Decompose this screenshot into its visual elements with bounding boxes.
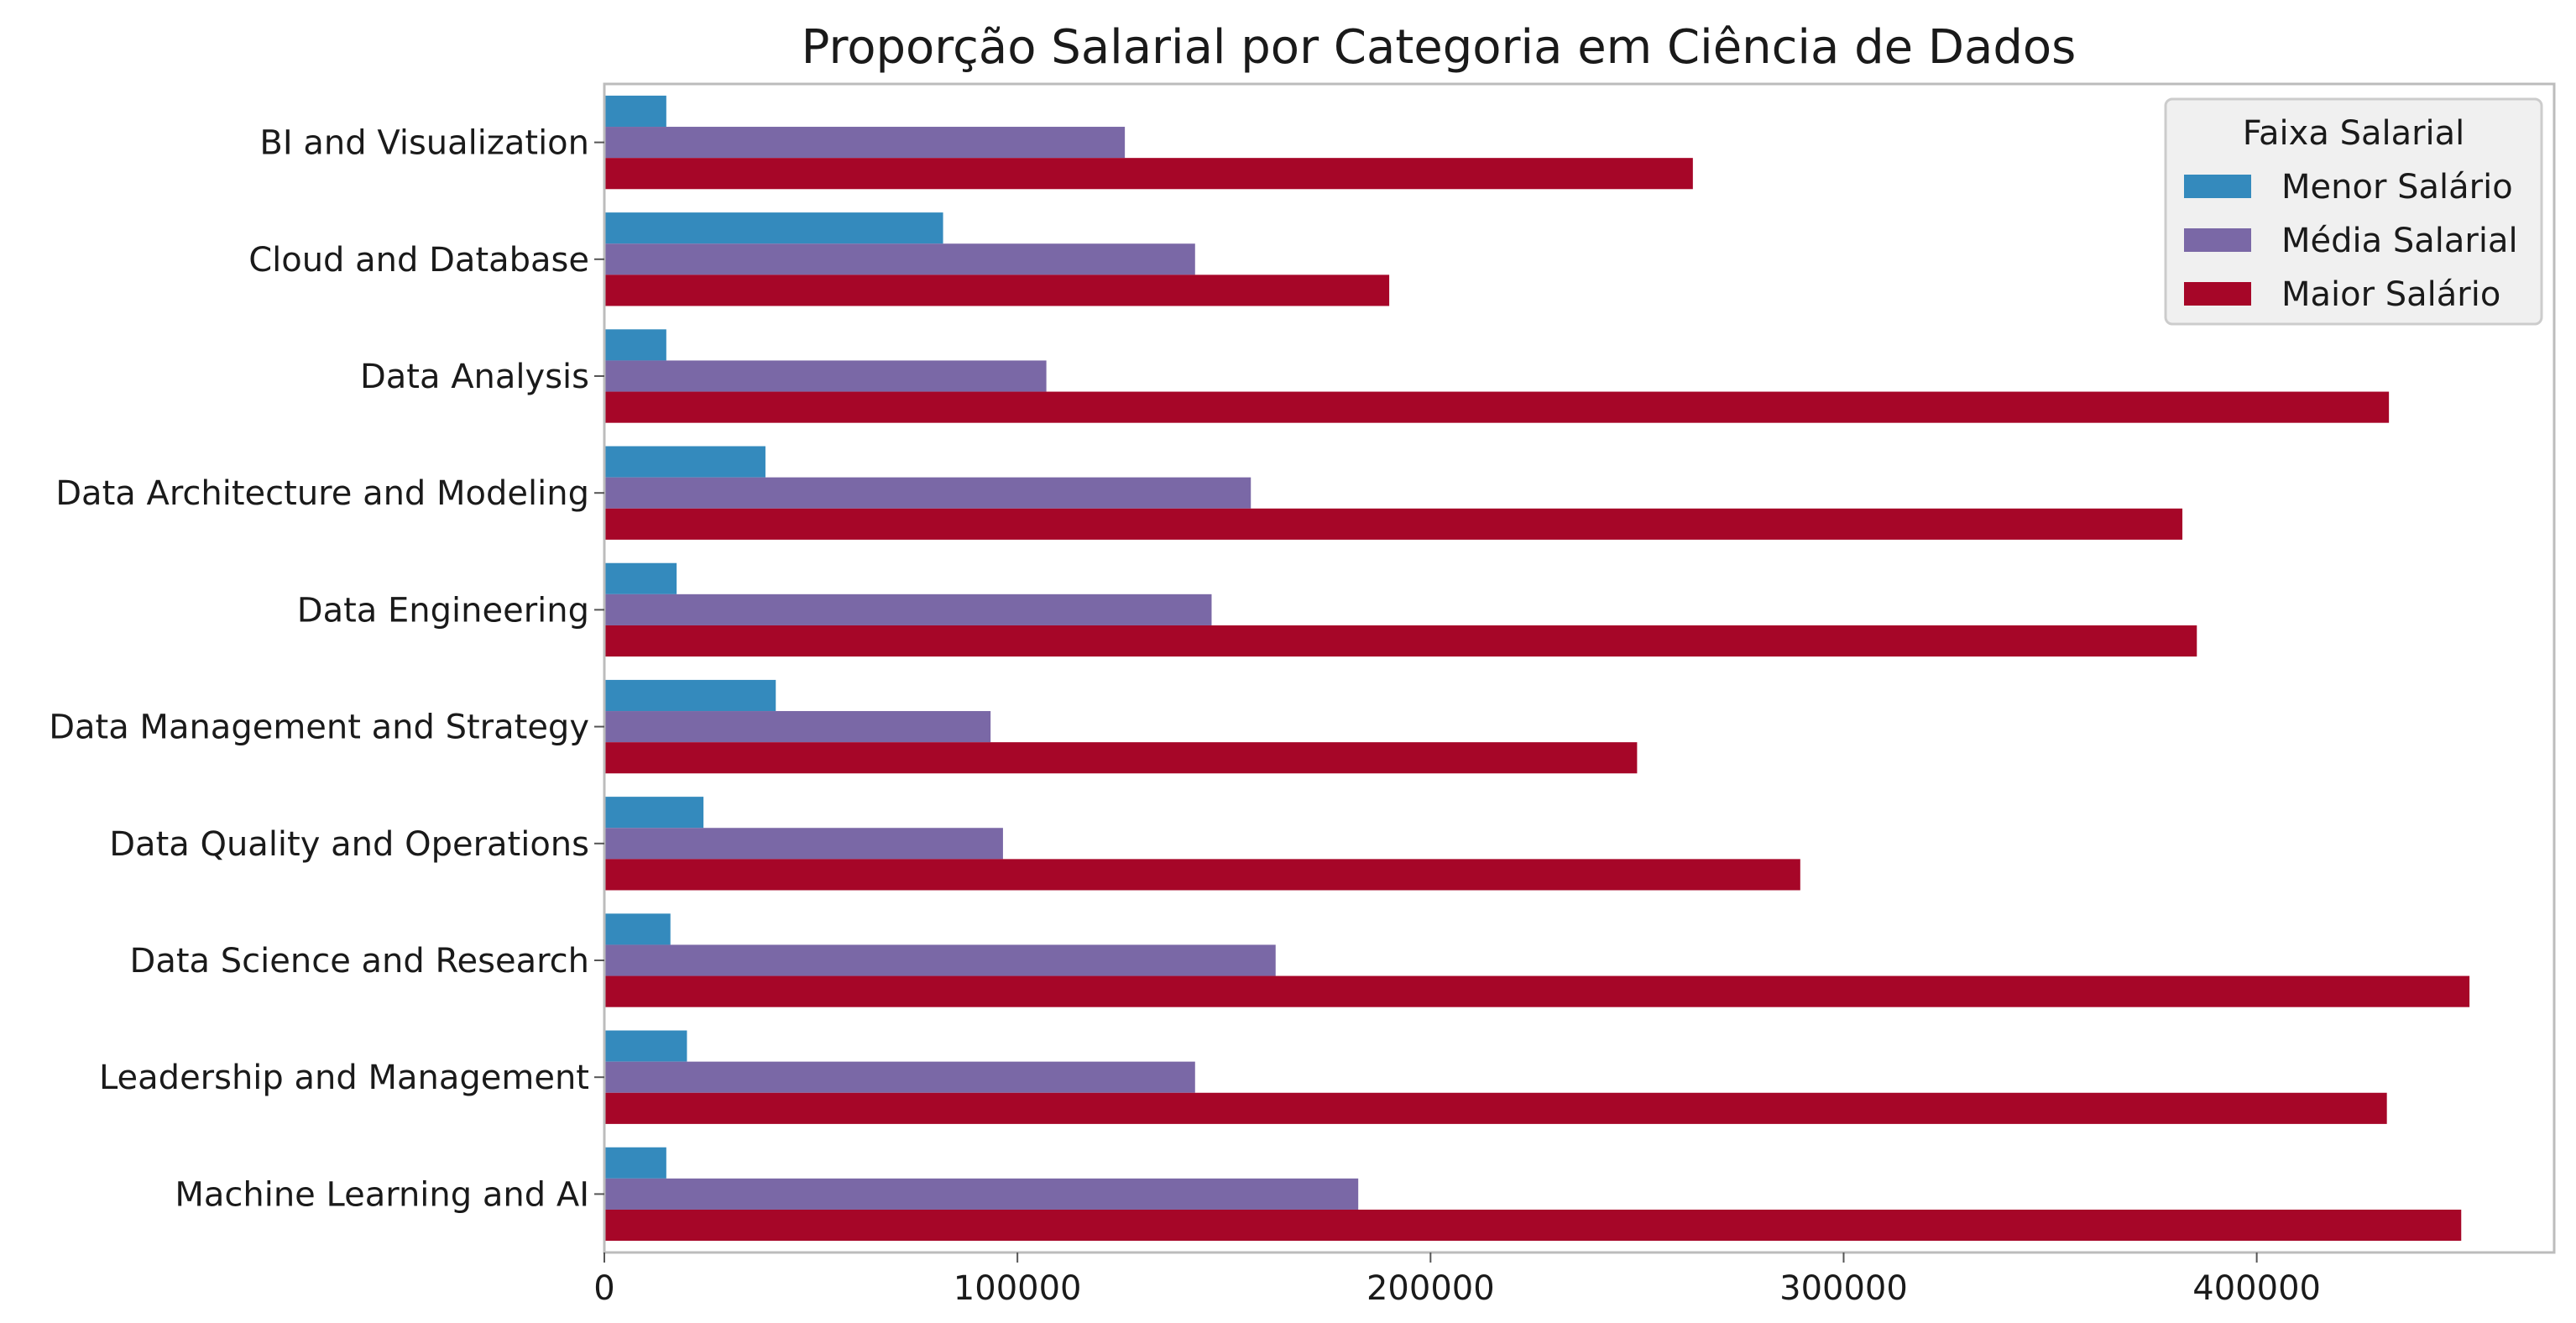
legend: Faixa Salarial Menor Salário Média Salari… [2164,97,2543,326]
x-tick-label: 300000 [1779,1269,1908,1308]
bar [604,1178,1359,1210]
bar [604,797,704,829]
legend-title: Faixa Salarial [2243,114,2465,153]
y-tick-label: Leadership and Management [99,1059,589,1097]
bar [604,562,677,594]
bar [604,679,776,712]
bars-layer [604,95,2470,1242]
bar [604,975,2470,1007]
legend-swatch [2184,175,2251,198]
x-tick-label: 100000 [954,1269,1082,1308]
y-tick-label: BI and Visualization [259,124,589,163]
bar [604,1092,2387,1124]
y-tick-label: Data Quality and Operations [109,825,589,864]
bar [604,913,671,945]
bar [604,477,1251,509]
plot-frame [603,82,2556,1254]
y-tick-label: Data Science and Research [130,942,589,980]
x-axis: 0 100000 200000 300000 400000 [593,1252,2321,1308]
bar [604,1061,1195,1093]
bar [604,391,2390,423]
bar [604,594,1212,625]
y-tick-label: Cloud and Database [248,241,589,280]
bar [604,1209,2462,1242]
bar [604,158,1693,190]
bar [604,1147,666,1179]
y-tick-label: Data Management and Strategy [49,709,589,747]
y-tick-label: Data Architecture and Modeling [55,474,589,513]
bar [604,329,666,361]
bar [604,212,943,244]
legend-box [2164,97,2543,326]
bar [604,859,1800,891]
legend-swatch [2184,228,2251,252]
y-axis: BI and Visualization Cloud and Database Da… [49,124,604,1214]
x-tick-label: 400000 [2192,1269,2321,1308]
bar [604,446,765,478]
y-tick-label: Data Analysis [360,358,589,396]
y-tick-label: Data Engineering [297,591,589,630]
bar [604,1030,687,1062]
bar [604,711,991,743]
bar [604,95,666,128]
bar [604,360,1047,392]
chart-title: Proporção Salarial por Categoria em Ciên… [802,20,2077,75]
bar [604,625,2197,657]
bar [604,127,1126,159]
x-tick-label: 200000 [1366,1269,1495,1308]
legend-swatch [2184,282,2251,306]
legend-label: Média Salarial [2281,222,2518,260]
bar [604,742,1638,774]
bar [604,275,1390,306]
y-tick-label: Machine Learning and AI [175,1175,589,1214]
bar [604,828,1003,860]
legend-label: Maior Salário [2281,275,2500,314]
legend-label: Menor Salário [2281,168,2513,207]
bar [604,508,2183,540]
bar [604,944,1276,976]
x-tick-label: 0 [593,1269,614,1308]
bar [604,243,1195,275]
